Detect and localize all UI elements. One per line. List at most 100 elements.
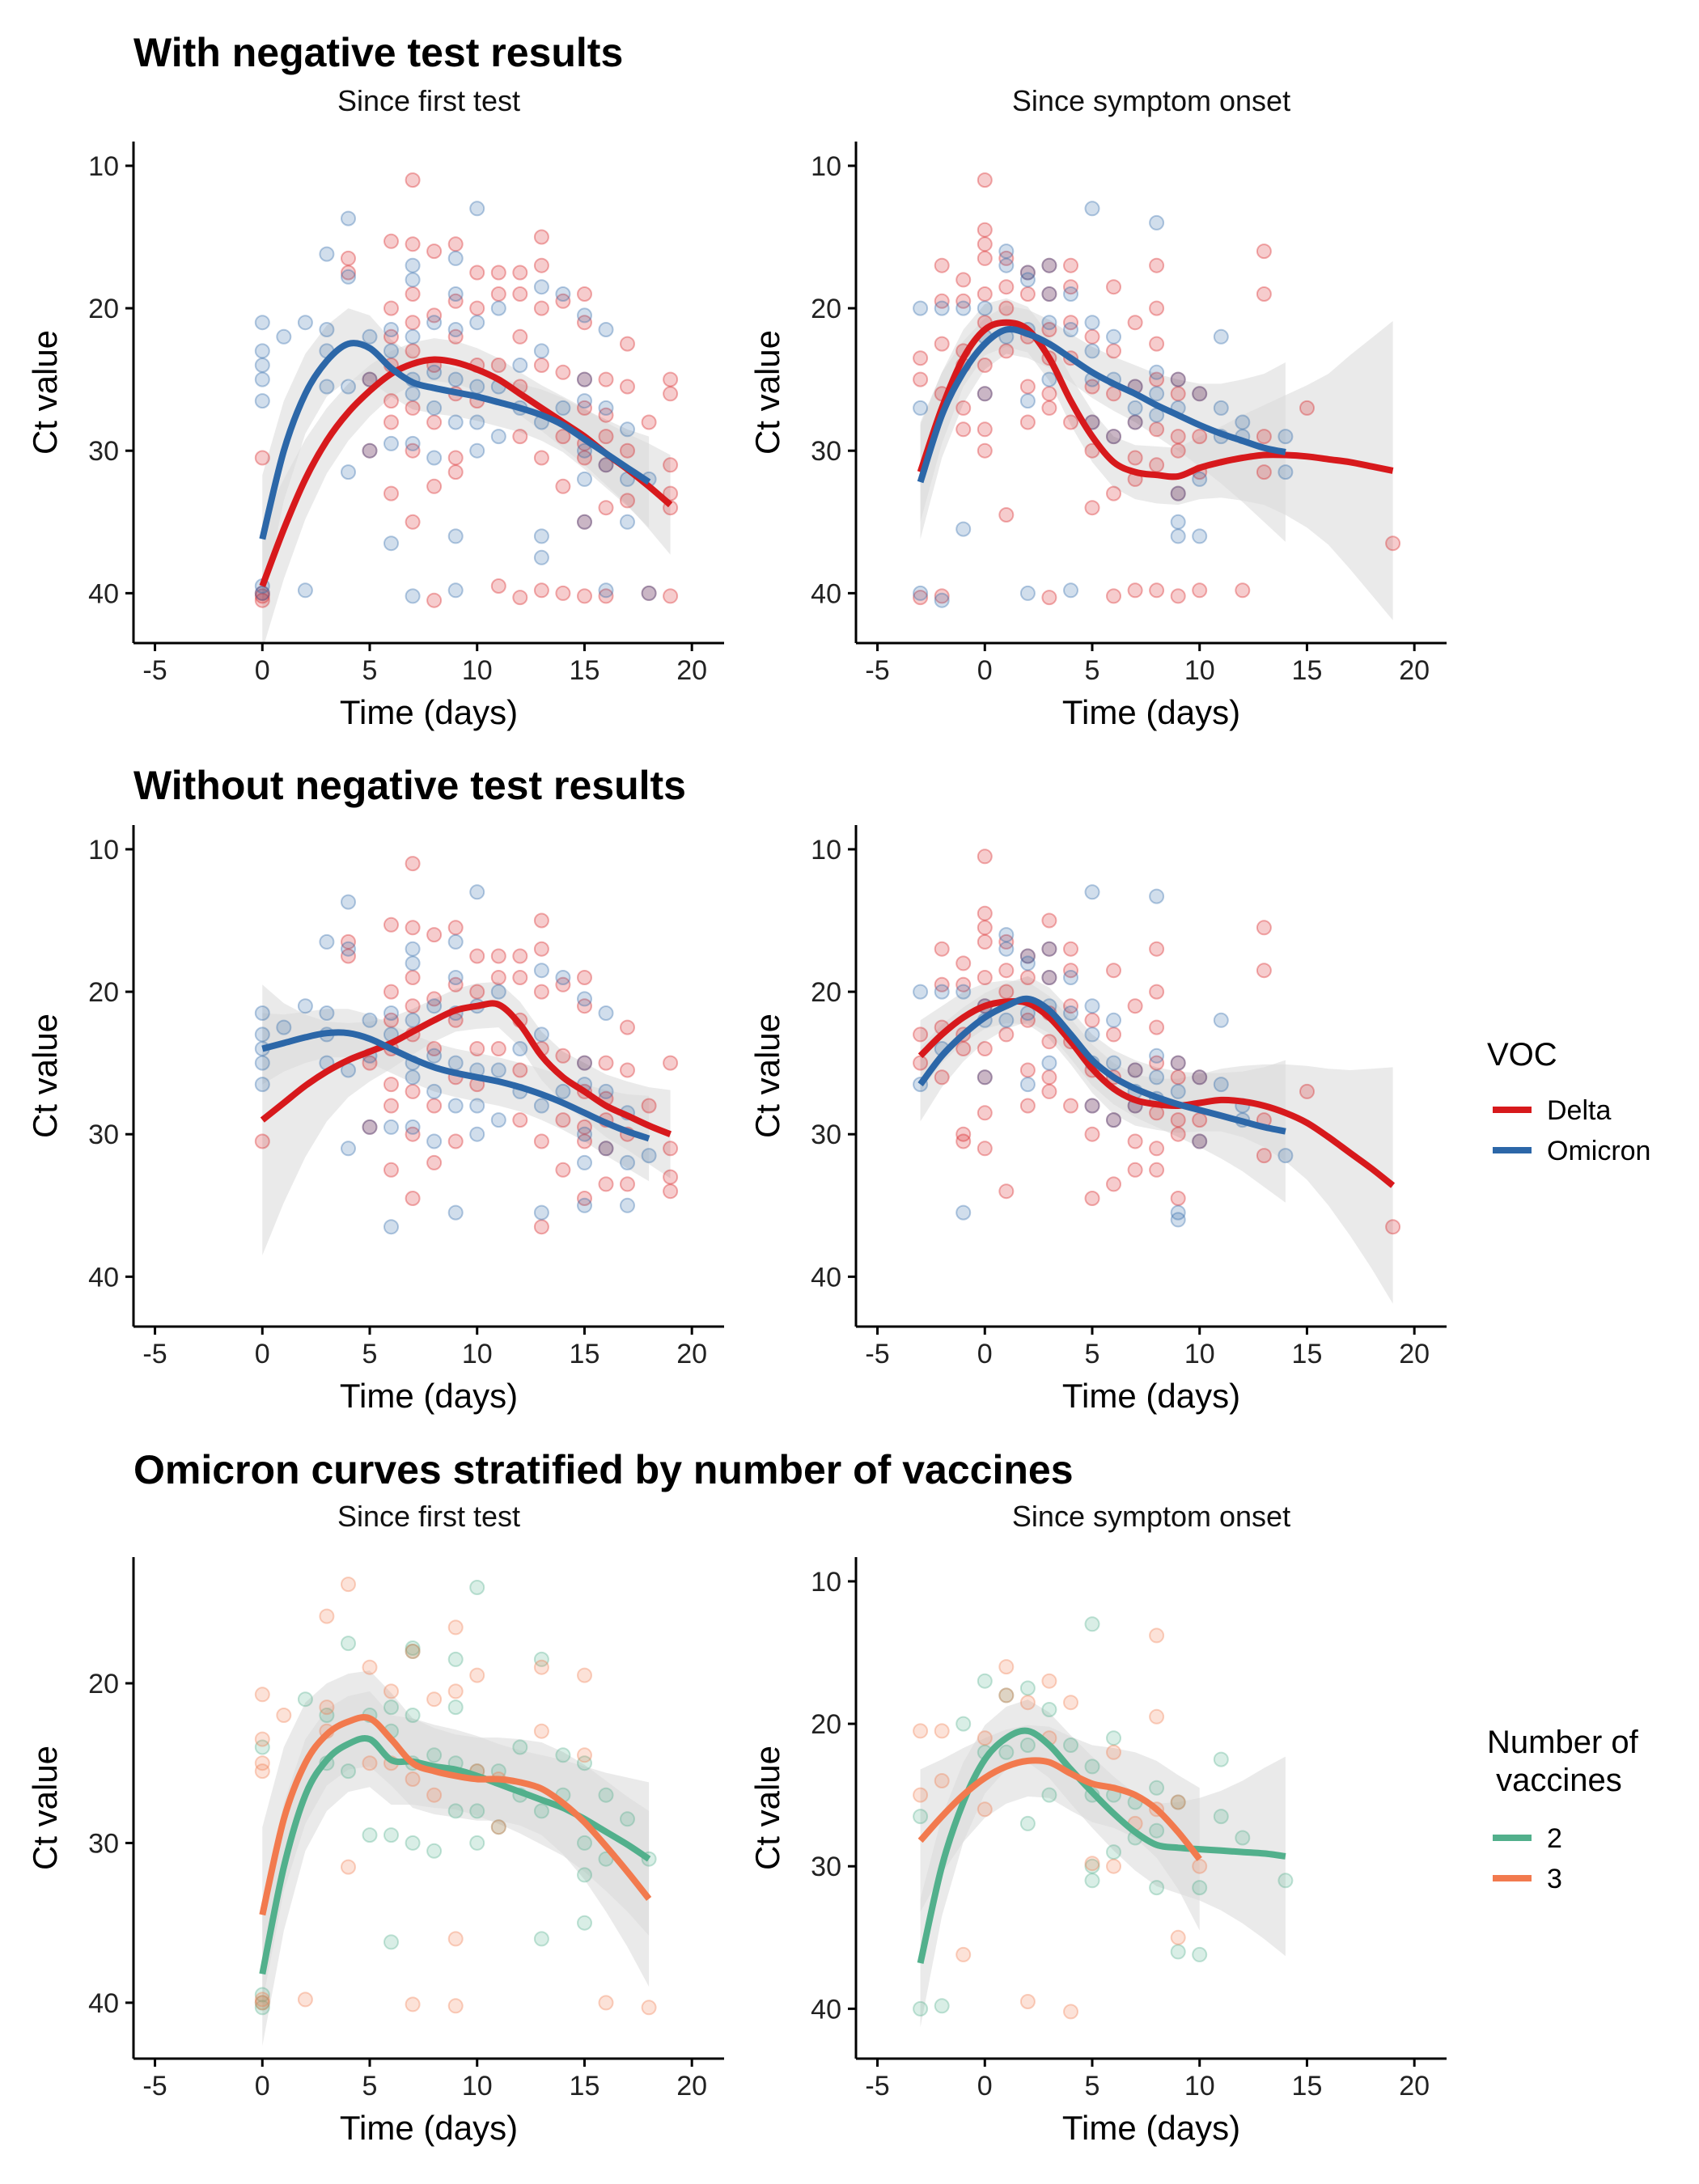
data-point-omicron <box>641 1148 657 1164</box>
data-point-delta <box>577 970 592 985</box>
data-point-omicron <box>1084 315 1100 331</box>
data-point-2 <box>533 1803 549 1819</box>
data-point-delta <box>955 1133 972 1149</box>
data-point-delta <box>998 1183 1015 1200</box>
data-point-omicron <box>319 379 335 395</box>
data-point-3 <box>319 1699 335 1716</box>
data-point-delta <box>405 400 421 416</box>
y-tick-label: 20 <box>811 977 841 1008</box>
data-point-omicron <box>1106 328 1121 345</box>
section-title-with-negative: With negative test results <box>133 30 623 75</box>
y-tick-label: 30 <box>88 1120 119 1150</box>
data-point-omicron <box>405 386 421 402</box>
data-point-omicron <box>1106 429 1121 445</box>
data-point-omicron <box>1127 400 1143 416</box>
data-point-2 <box>1213 1809 1229 1825</box>
data-point-2 <box>1149 1822 1165 1839</box>
data-point-delta <box>934 941 950 957</box>
data-point-delta <box>254 592 270 608</box>
data-point-delta <box>913 1026 929 1043</box>
data-point-omicron <box>469 442 485 459</box>
y-tick-label: 40 <box>811 1262 841 1293</box>
data-point-delta <box>1041 970 1057 985</box>
x-tick-label: 20 <box>676 655 707 686</box>
data-point-delta <box>641 585 657 601</box>
data-point-delta <box>533 1133 549 1149</box>
data-point-omicron <box>319 322 335 337</box>
data-point-omicron <box>577 514 592 530</box>
vaccines-legend-label-3: 3 <box>1547 1864 1562 1894</box>
data-point-delta <box>1170 1126 1186 1142</box>
smooth-line-3 <box>917 1757 1202 1861</box>
data-point-delta <box>663 1183 679 1200</box>
data-point-delta <box>977 1141 993 1157</box>
data-point-omicron <box>533 963 549 979</box>
data-point-delta <box>469 265 485 281</box>
data-point-delta <box>1106 343 1121 359</box>
data-point-omicron <box>254 585 270 601</box>
x-tick-label: 5 <box>1085 2071 1100 2101</box>
data-point-2 <box>977 1673 993 1689</box>
data-point-delta <box>977 386 993 402</box>
data-point-delta <box>405 856 421 872</box>
data-point-omicron <box>1106 1112 1121 1128</box>
data-point-delta <box>1385 535 1401 552</box>
data-point-omicron <box>533 1204 549 1221</box>
data-point-delta <box>1063 414 1078 430</box>
data-point-omicron <box>577 371 592 387</box>
data-point-omicron <box>1084 1098 1100 1114</box>
data-point-omicron <box>1192 471 1208 487</box>
data-point-delta <box>1127 1133 1143 1149</box>
data-point-omicron <box>254 393 270 409</box>
data-point-2 <box>998 1687 1015 1704</box>
data-point-delta <box>1127 582 1143 599</box>
data-point-2 <box>934 1998 950 2014</box>
data-point-delta <box>934 588 950 604</box>
data-point-omicron <box>1149 386 1165 402</box>
data-point-delta <box>598 588 614 604</box>
data-point-omicron <box>598 1141 614 1157</box>
data-point-omicron <box>955 1204 972 1221</box>
data-point-omicron <box>254 1005 270 1021</box>
data-point-omicron <box>1127 414 1143 430</box>
data-point-omicron <box>577 991 592 1007</box>
data-point-2 <box>469 1835 485 1851</box>
data-point-omicron <box>383 322 399 337</box>
data-point-3 <box>1149 1627 1165 1644</box>
data-point-omicron <box>1192 1069 1208 1086</box>
data-point-delta <box>405 315 421 331</box>
x-tick-label: 10 <box>462 655 493 686</box>
data-point-delta <box>1106 1176 1121 1192</box>
data-point-omicron <box>447 286 464 302</box>
data-point-3 <box>276 1708 292 1723</box>
data-point-omicron <box>913 400 929 416</box>
y-tick-label: 10 <box>811 835 841 866</box>
data-point-delta <box>977 250 993 266</box>
data-point-delta <box>977 920 993 936</box>
data-point-delta <box>1041 386 1057 402</box>
data-point-omicron <box>533 528 549 544</box>
data-point-delta <box>555 976 571 993</box>
x-axis-title: Time (days) <box>1062 2109 1240 2147</box>
data-point-2 <box>1192 1880 1208 1896</box>
data-point-omicron <box>297 315 313 331</box>
x-tick-label: 15 <box>1292 655 1323 686</box>
data-point-omicron <box>1019 393 1036 409</box>
data-point-omicron <box>598 1083 614 1099</box>
data-point-delta <box>383 1012 399 1028</box>
data-point-delta <box>512 328 528 345</box>
data-point-delta <box>1149 1141 1165 1157</box>
data-point-delta <box>362 1119 378 1135</box>
data-point-3 <box>955 1946 972 1962</box>
data-point-delta <box>998 933 1015 950</box>
data-point-omicron <box>426 1048 443 1064</box>
data-point-delta <box>533 941 549 957</box>
data-point-delta <box>955 955 972 971</box>
data-point-2 <box>1084 1759 1100 1775</box>
y-tick-label: 40 <box>88 578 119 609</box>
data-point-delta <box>405 998 421 1014</box>
y-tick-label: 40 <box>811 1994 841 2025</box>
data-point-omicron <box>469 1098 485 1114</box>
data-point-omicron <box>641 585 657 601</box>
data-point-omicron <box>1041 1055 1057 1071</box>
